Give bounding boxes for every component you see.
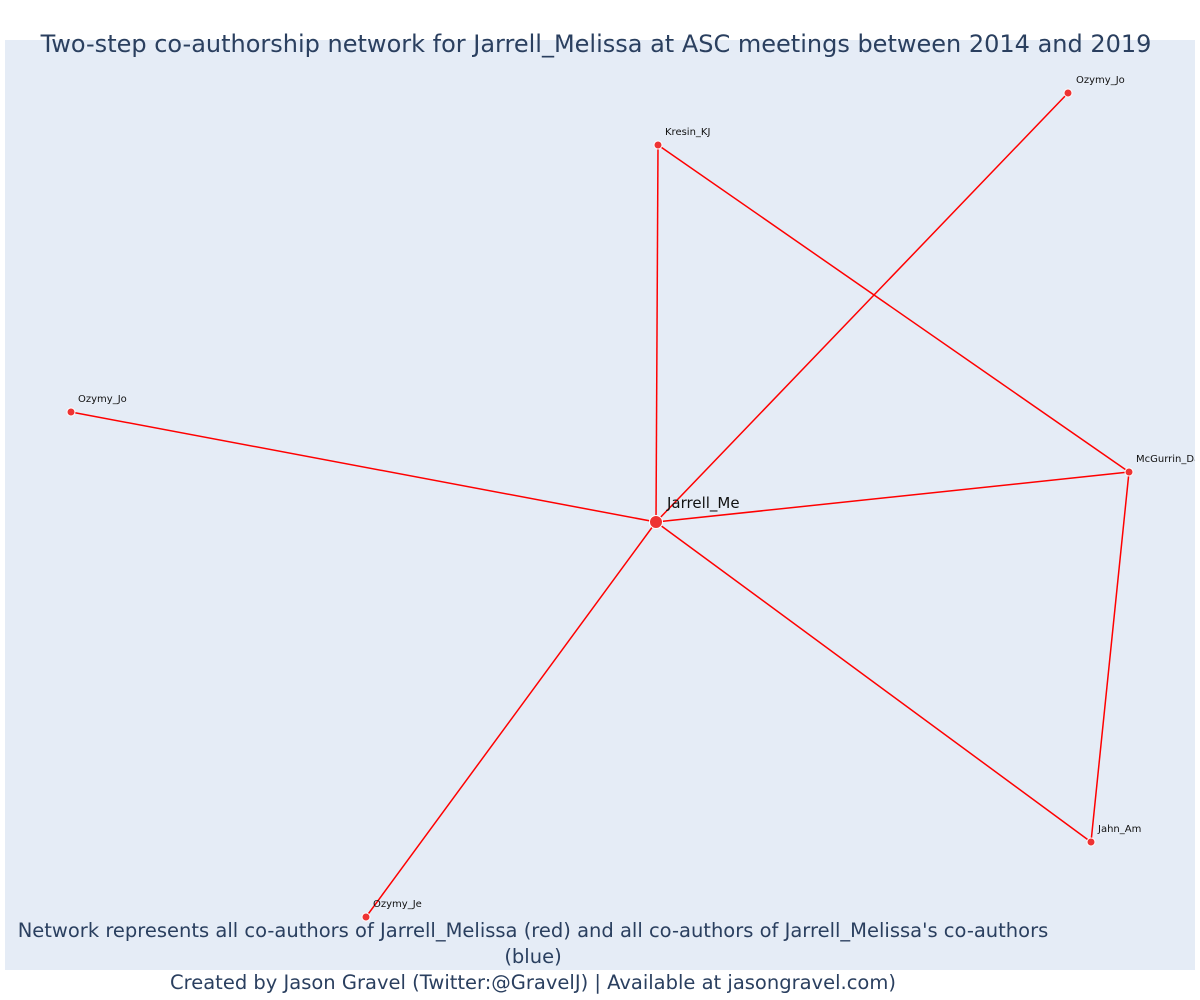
node-kresin[interactable] — [653, 140, 663, 150]
labels-layer: Jarrell_Me Kresin_KJ Ozymy_Jo Ozymy_Jo McGur… — [78, 75, 1200, 910]
edge-jarrell-ozymy_jo_top — [655, 92, 1069, 523]
nodes-layer — [66, 88, 1134, 922]
node-label-ozymy_je: Ozymy_Je — [373, 899, 422, 910]
node-label-kresin: Kresin_KJ — [665, 127, 710, 138]
edge-jarrell-kresin — [655, 144, 659, 523]
node-ozymy_je[interactable] — [361, 912, 371, 922]
node-label-mcgurrin: McGurrin_Da — [1136, 454, 1200, 465]
node-label-ozymy_jo_left: Ozymy_Jo — [78, 394, 127, 405]
plot-area — [5, 40, 1195, 970]
node-label-ozymy_jo_top: Ozymy_Jo — [1076, 75, 1125, 86]
node-label-jarrell: Jarrell_Me — [666, 494, 740, 513]
edge-kresin-mcgurrin — [657, 144, 1130, 473]
node-jahn[interactable] — [1086, 837, 1096, 847]
node-label-jahn: Jahn_Am — [1097, 824, 1141, 835]
edge-jarrell-jahn — [655, 521, 1092, 843]
caption-line-2: Created by Jason Gravel (Twitter:@Gravel… — [170, 971, 896, 994]
caption: Network represents all co-authors of Jar… — [0, 918, 1066, 996]
node-ozymy_jo_left[interactable] — [66, 407, 76, 417]
edge-jarrell-mcgurrin — [655, 471, 1130, 523]
chart-title: Two-step co-authorship network for Jarre… — [40, 30, 1152, 58]
edges-layer — [70, 92, 1130, 918]
node-jarrell[interactable] — [649, 515, 663, 529]
edge-mcgurrin-jahn — [1090, 471, 1130, 843]
edge-jarrell-ozymy_jo_left — [70, 411, 657, 523]
edge-jarrell-ozymy_je — [365, 521, 657, 918]
node-ozymy_jo_top[interactable] — [1063, 88, 1073, 98]
node-mcgurrin[interactable] — [1124, 467, 1134, 477]
caption-line-1: Network represents all co-authors of Jar… — [17, 919, 1049, 968]
